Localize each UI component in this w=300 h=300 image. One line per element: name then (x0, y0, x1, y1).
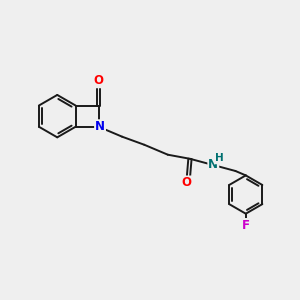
Text: O: O (94, 74, 103, 87)
Text: F: F (242, 219, 250, 232)
Text: N: N (95, 120, 105, 133)
Text: H: H (215, 153, 224, 164)
Text: N: N (208, 158, 218, 171)
Text: O: O (181, 176, 191, 189)
